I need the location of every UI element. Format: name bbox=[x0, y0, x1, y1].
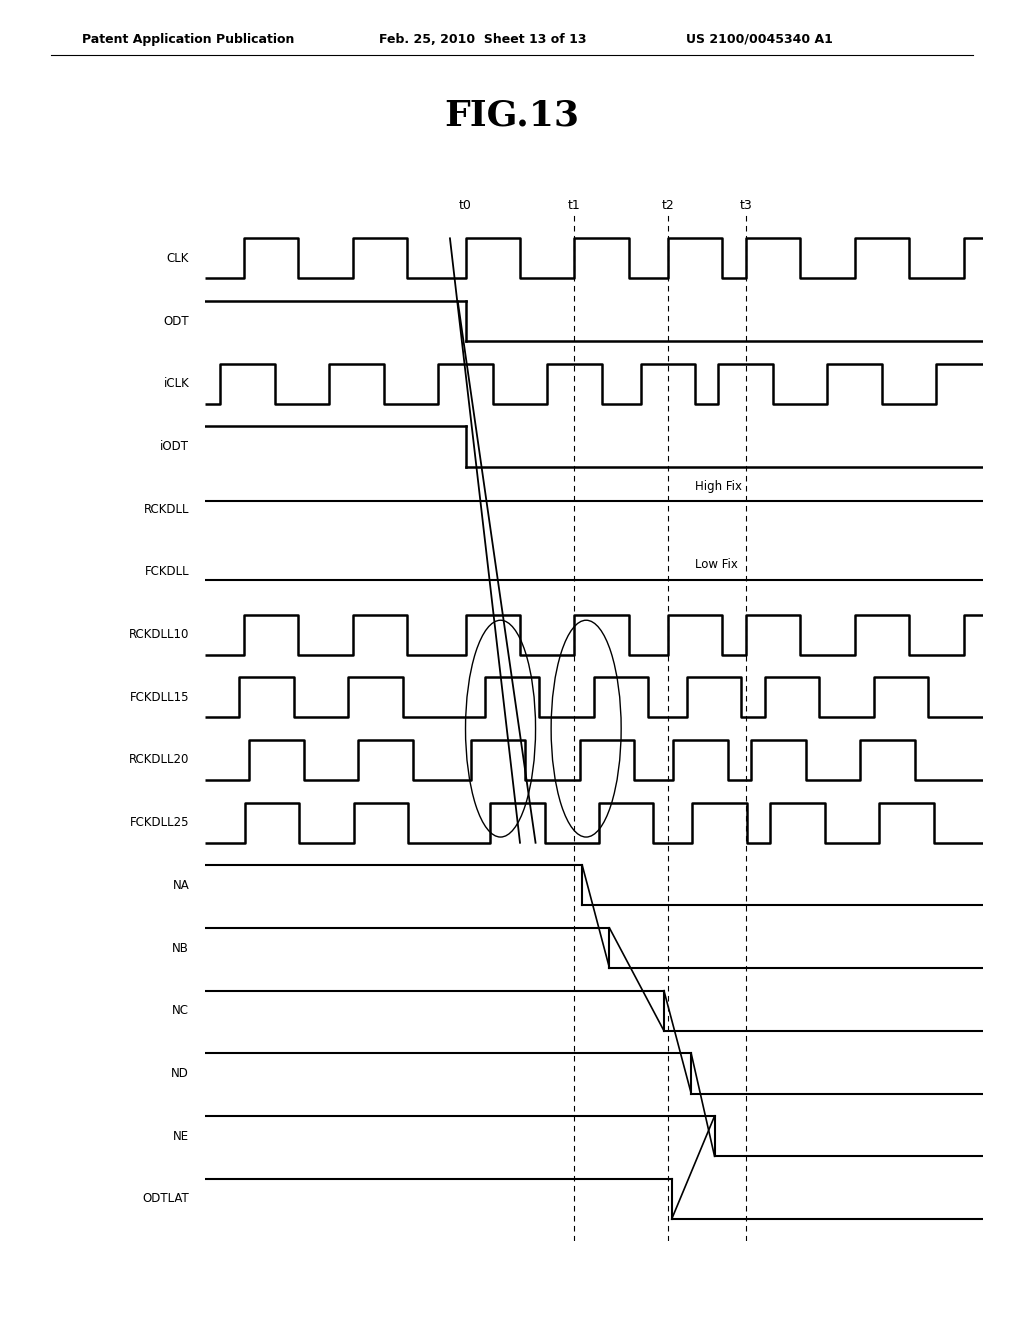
Text: ODT: ODT bbox=[164, 314, 189, 327]
Text: CLK: CLK bbox=[167, 252, 189, 265]
Text: NA: NA bbox=[172, 879, 189, 892]
Text: Low Fix: Low Fix bbox=[695, 558, 738, 572]
Text: Patent Application Publication: Patent Application Publication bbox=[82, 33, 294, 46]
Text: iCLK: iCLK bbox=[164, 378, 189, 391]
Text: NB: NB bbox=[172, 941, 189, 954]
Text: t1: t1 bbox=[568, 199, 581, 213]
Text: iODT: iODT bbox=[160, 440, 189, 453]
Text: NC: NC bbox=[172, 1005, 189, 1018]
Text: Feb. 25, 2010  Sheet 13 of 13: Feb. 25, 2010 Sheet 13 of 13 bbox=[379, 33, 587, 46]
Text: NE: NE bbox=[173, 1130, 189, 1143]
Text: RCKDLL20: RCKDLL20 bbox=[129, 754, 189, 767]
Text: ND: ND bbox=[171, 1067, 189, 1080]
Text: US 2100/0045340 A1: US 2100/0045340 A1 bbox=[686, 33, 833, 46]
Text: t2: t2 bbox=[662, 199, 674, 213]
Text: FIG.13: FIG.13 bbox=[444, 99, 580, 133]
Text: High Fix: High Fix bbox=[695, 479, 742, 492]
Text: ODTLAT: ODTLAT bbox=[142, 1192, 189, 1205]
Text: t0: t0 bbox=[459, 199, 472, 213]
Text: FCKDLL25: FCKDLL25 bbox=[130, 816, 189, 829]
Text: RCKDLL10: RCKDLL10 bbox=[129, 628, 189, 642]
Text: t3: t3 bbox=[739, 199, 752, 213]
Text: FCKDLL15: FCKDLL15 bbox=[130, 690, 189, 704]
Text: FCKDLL: FCKDLL bbox=[144, 565, 189, 578]
Text: RCKDLL: RCKDLL bbox=[143, 503, 189, 516]
